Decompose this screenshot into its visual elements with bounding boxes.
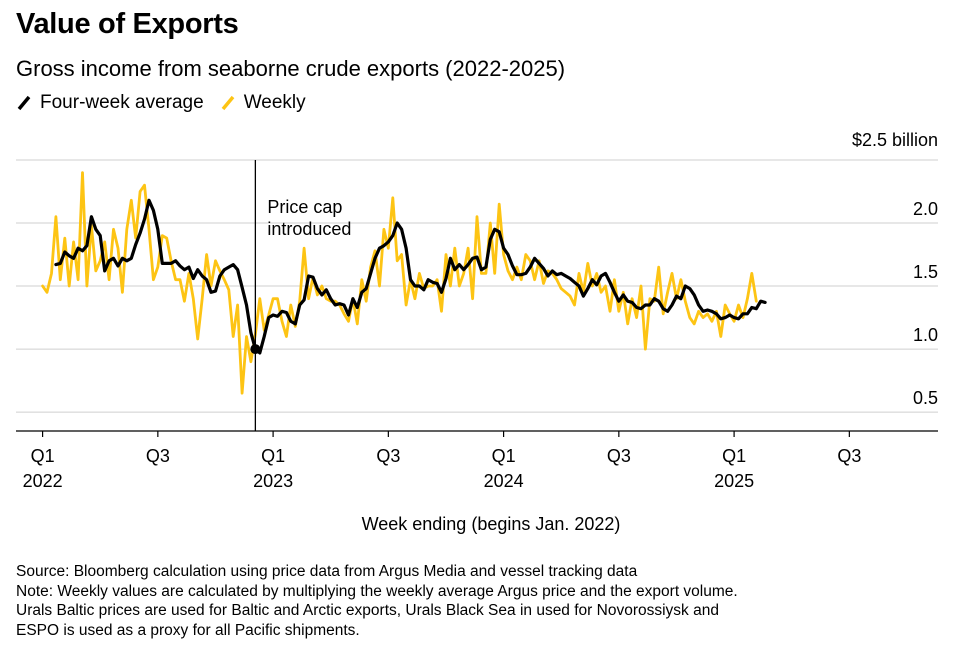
x-tick-label: Q1 — [722, 446, 746, 466]
price-cap-annotation: introduced — [267, 219, 351, 239]
note-line: Urals Baltic prices are used for Baltic … — [16, 602, 719, 619]
x-tick-label: Q1 — [31, 446, 55, 466]
x-axis-title: Week ending (begins Jan. 2022) — [362, 514, 621, 534]
y-tick-label: 0.5 — [913, 388, 938, 408]
y-unit-label: $2.5 billion — [852, 130, 938, 150]
legend-item-four-week-average: Four-week average — [16, 92, 204, 114]
legend-swatch-yellow — [221, 95, 235, 111]
y-tick-label: 1.0 — [913, 325, 938, 345]
x-tick-label: Q3 — [607, 446, 631, 466]
x-tick-label: Q3 — [376, 446, 400, 466]
legend-label: Four-week average — [40, 92, 204, 113]
x-tick-year-label: 2025 — [714, 471, 754, 491]
legend-label: Weekly — [243, 92, 306, 113]
price-cap-annotation: Price cap — [267, 197, 342, 217]
x-tick-label: Q1 — [492, 446, 516, 466]
chart-footer: Source: Bloomberg calculation using pric… — [16, 562, 946, 640]
x-tick-label: Q1 — [261, 446, 285, 466]
source-note: Source: Bloomberg calculation using pric… — [16, 563, 638, 580]
series-line-four-week-average — [54, 198, 767, 355]
line-chart: $2.5 billion 0.5 1.0 1.5 2.0 Q1 2022 Q3 Q1 2023 Q3… — [16, 130, 938, 534]
note-line: Note: Weekly values are calculated by mu… — [16, 582, 738, 600]
chart-subtitle: Gross income from seaborne crude exports… — [16, 56, 566, 81]
series-line-weekly — [41, 171, 758, 395]
legend-item-weekly: Weekly — [220, 92, 306, 114]
x-tick-year-label: 2022 — [23, 471, 63, 491]
legend-swatch-black — [17, 95, 31, 111]
price-cap-marker — [250, 344, 261, 355]
x-tick-year-label: 2023 — [253, 471, 293, 491]
y-tick-label: 2.0 — [913, 199, 938, 219]
x-tick-label: Q3 — [146, 446, 170, 466]
x-tick-label: Q3 — [837, 446, 861, 466]
chart-title: Value of Exports — [16, 8, 239, 40]
x-tick-year-label: 2024 — [484, 471, 524, 491]
note-line: ESPO is used as a proxy for all Pacific … — [16, 621, 360, 639]
y-tick-label: 1.5 — [913, 262, 938, 282]
chart-legend: Four-week average Weekly — [16, 92, 322, 114]
